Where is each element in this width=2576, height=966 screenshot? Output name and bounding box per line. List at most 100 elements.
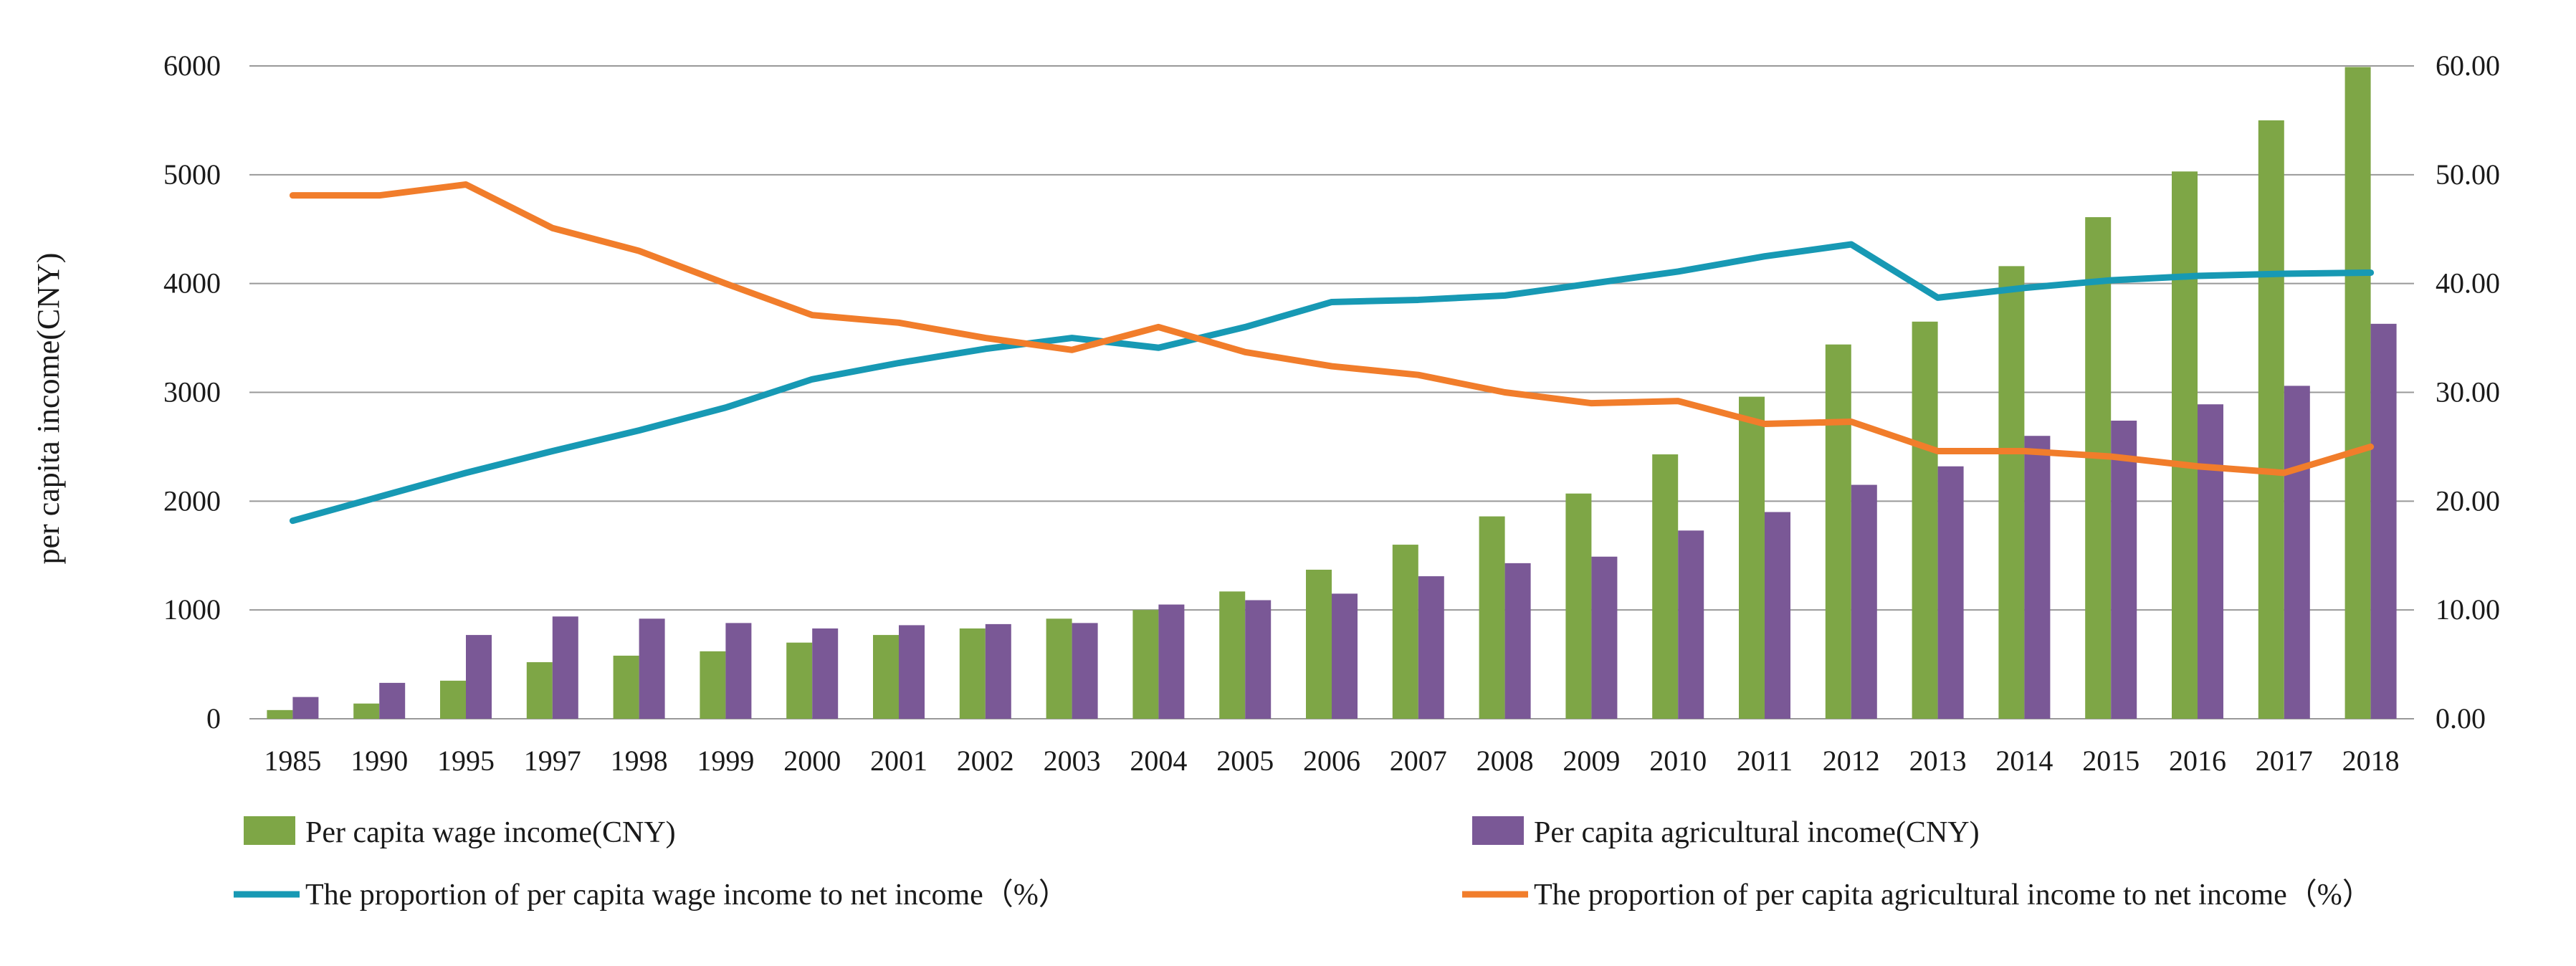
legend-label: The proportion of per capita agricultura… (1534, 879, 2372, 912)
wage-income-bar (2085, 217, 2112, 719)
agricultural-income-bar (725, 623, 752, 719)
wage-income-bar (1046, 618, 1072, 719)
x-tick-label: 1998 (611, 745, 668, 777)
x-tick-label: 2005 (1216, 745, 1274, 777)
wage-income-bar (1652, 454, 1679, 719)
x-tick-label: 2009 (1563, 745, 1620, 777)
x-tick-label: 2016 (2169, 745, 2226, 777)
y2-tick-label: 60.00 (2436, 49, 2500, 82)
agricultural-income-bar (899, 625, 925, 719)
agricultural-income-bar (552, 616, 578, 719)
x-tick-label: 2018 (2342, 745, 2400, 777)
wage-income-bar (1912, 321, 1938, 719)
x-tick-label: 2007 (1390, 745, 1447, 777)
wage-income-bar (1392, 545, 1418, 719)
x-tick-label: 1997 (524, 745, 581, 777)
agricultural-income-bar (812, 628, 839, 719)
wage-income-bar (353, 703, 380, 719)
agricultural-income-bar (1504, 563, 1531, 719)
agricultural-income-bar (639, 618, 665, 719)
wage-income-bar (1825, 344, 1851, 719)
wage-proportion-line (289, 241, 2375, 525)
wage-income-bar (1998, 266, 2025, 719)
agricultural-income-bar (379, 682, 406, 719)
x-tick-label: 2001 (870, 745, 927, 777)
x-tick-label: 2000 (783, 745, 841, 777)
y2-tick-label: 0.00 (2436, 702, 2486, 735)
y2-tick-label: 40.00 (2436, 267, 2500, 300)
legend-wage-income: Per capita wage income(CNY) (244, 816, 676, 849)
agricultural-income-bar (1158, 604, 1185, 719)
agricultural-income-bar (2370, 323, 2397, 719)
x-tick-label: 2004 (1130, 745, 1187, 777)
wage-income-bar (1739, 396, 1765, 719)
x-tick-label: 2008 (1477, 745, 1534, 777)
x-tick-label: 2006 (1303, 745, 1360, 777)
x-tick-label: 2015 (2082, 745, 2139, 777)
y-tick-label: 2000 (163, 484, 221, 517)
wage-income-bar (700, 651, 726, 719)
x-tick-label: 2003 (1044, 745, 1101, 777)
agricultural-income-bar (2198, 404, 2223, 719)
agricultural-income-bar (2111, 420, 2137, 719)
legend-agricultural-proportion: The proportion of per capita agricultura… (1462, 879, 2372, 912)
lines (289, 181, 2375, 525)
x-tick-label: 2011 (1737, 745, 1793, 777)
wage-income-bar (2172, 171, 2198, 719)
agricultural-proportion-line (289, 181, 2375, 477)
y-axis-title: per capita income(CNY) (31, 253, 66, 565)
x-tick-label: 2017 (2256, 745, 2313, 777)
wage-income-bar (440, 680, 466, 719)
y2-tick-label: 10.00 (2436, 593, 2500, 626)
wage-income-bar (1219, 591, 1246, 719)
wage-income-bar (526, 662, 553, 719)
axes: 0 1000 2000 3000 4000 5000 6000 0.00 10.00 20.00 3… (163, 49, 2500, 777)
x-tick-label: 2014 (1995, 745, 2053, 777)
legend-label: Per capita wage income(CNY) (305, 816, 676, 849)
agricultural-income-bar (1072, 623, 1098, 719)
agricultural-income-bar (985, 623, 1011, 719)
agricultural-income-bar (466, 635, 492, 719)
x-tick-label: 2013 (1909, 745, 1967, 777)
y-tick-label: 0 (206, 702, 221, 735)
y2-tick-label: 20.00 (2436, 484, 2500, 517)
agricultural-income-bar (1418, 576, 1444, 719)
wage-income-bar (786, 642, 813, 719)
agricultural-income-bar (1332, 593, 1358, 719)
legend-agricultural-income: Per capita agricultural income(CNY) (1472, 816, 1980, 849)
wage-income-bar (1132, 610, 1159, 719)
legend-swatch (1472, 816, 1524, 845)
x-tick-label: 2010 (1649, 745, 1707, 777)
agricultural-income-bar (1937, 466, 1964, 719)
y-tick-label: 6000 (163, 49, 221, 82)
wage-income-bar (613, 655, 639, 719)
legend-label: The proportion of per capita wage income… (305, 879, 1069, 912)
x-tick-label: 2002 (957, 745, 1014, 777)
wage-income-bar (1565, 493, 1592, 719)
grid (249, 65, 2414, 719)
agricultural-income-bar (1245, 600, 1272, 719)
wage-income-bar (959, 628, 986, 719)
legend: Per capita wage income(CNY) Per capita ag… (234, 816, 2372, 912)
agricultural-income-bar (292, 697, 319, 719)
wage-income-bar (1306, 569, 1332, 719)
agricultural-income-bar (1765, 512, 1790, 719)
legend-swatch (244, 816, 295, 845)
agricultural-income-bar (1851, 484, 1877, 719)
bars (267, 67, 2397, 719)
x-tick-label: 1985 (264, 745, 321, 777)
y-tick-label: 1000 (163, 593, 221, 626)
y2-tick-label: 30.00 (2436, 376, 2500, 408)
agricultural-income-bar (1678, 530, 1704, 719)
legend-wage-proportion: The proportion of per capita wage income… (234, 879, 1069, 912)
agricultural-income-bar (1591, 556, 1618, 719)
wage-income-bar (2344, 67, 2371, 719)
agricultural-income-bar (2284, 386, 2310, 719)
x-tick-label: 2012 (1823, 745, 1880, 777)
wage-income-bar (873, 635, 899, 719)
wage-income-bar (267, 709, 293, 719)
x-tick-label: 1999 (697, 745, 754, 777)
y2-tick-label: 50.00 (2436, 158, 2500, 191)
x-tick-label: 1990 (350, 745, 408, 777)
